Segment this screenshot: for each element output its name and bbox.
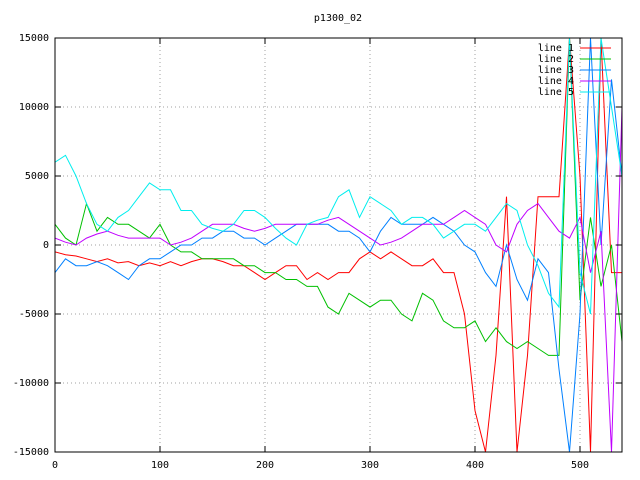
x-tick-label: 0: [52, 460, 58, 471]
plot-lines: [55, 38, 622, 452]
grid: [54, 37, 622, 453]
legend-label: line 1: [538, 43, 574, 54]
y-tick-label: -5000: [19, 309, 49, 320]
plot-frame: [54, 37, 623, 453]
legend-label: line 4: [538, 76, 574, 87]
legend-label: line 2: [538, 54, 574, 65]
legend-label: line 3: [538, 65, 574, 76]
series-line: [55, 38, 622, 452]
x-tick-label: 300: [361, 460, 379, 471]
chart-title: p1300_02: [314, 13, 362, 24]
x-tick-label: 400: [466, 460, 484, 471]
y-tick-label: -15000: [13, 447, 49, 458]
x-tick-label: 100: [151, 460, 169, 471]
legend-label: line 5: [538, 87, 574, 98]
series-line: [55, 106, 622, 452]
y-tick-label: 10000: [19, 102, 49, 113]
x-tick-label: 200: [256, 460, 274, 471]
series-line: [55, 38, 622, 315]
x-tick-label: 500: [571, 460, 589, 471]
y-tick-label: 15000: [19, 33, 49, 44]
y-tick-label: -10000: [13, 378, 49, 389]
y-tick-label: 5000: [25, 171, 49, 182]
series-line: [55, 38, 622, 452]
y-tick-label: 0: [43, 240, 49, 251]
